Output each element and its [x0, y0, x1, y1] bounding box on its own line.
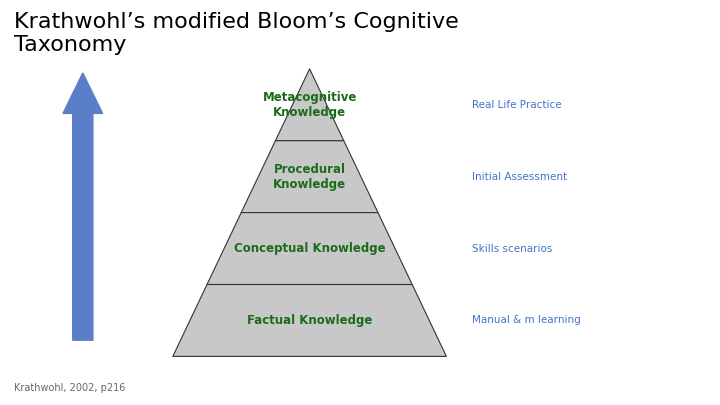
Text: Conceptual Knowledge: Conceptual Knowledge	[234, 242, 385, 255]
Text: Skills scenarios: Skills scenarios	[472, 243, 552, 254]
Text: Krathwohl’s modified Bloom’s Cognitive
Taxonomy: Krathwohl’s modified Bloom’s Cognitive T…	[14, 12, 459, 55]
Polygon shape	[207, 213, 412, 284]
Text: Procedural
Knowledge: Procedural Knowledge	[273, 163, 346, 191]
Text: Manual & m learning: Manual & m learning	[472, 315, 580, 326]
Text: Real Life Practice: Real Life Practice	[472, 100, 561, 110]
Text: Factual Knowledge: Factual Knowledge	[247, 314, 372, 327]
Text: Krathwohl, 2002, p216: Krathwohl, 2002, p216	[14, 383, 126, 393]
Text: Metacognitive
Knowledge: Metacognitive Knowledge	[262, 91, 357, 119]
Polygon shape	[275, 69, 344, 141]
Polygon shape	[241, 141, 378, 213]
Text: Initial Assessment: Initial Assessment	[472, 172, 567, 182]
Polygon shape	[173, 284, 446, 356]
FancyArrow shape	[63, 73, 103, 340]
